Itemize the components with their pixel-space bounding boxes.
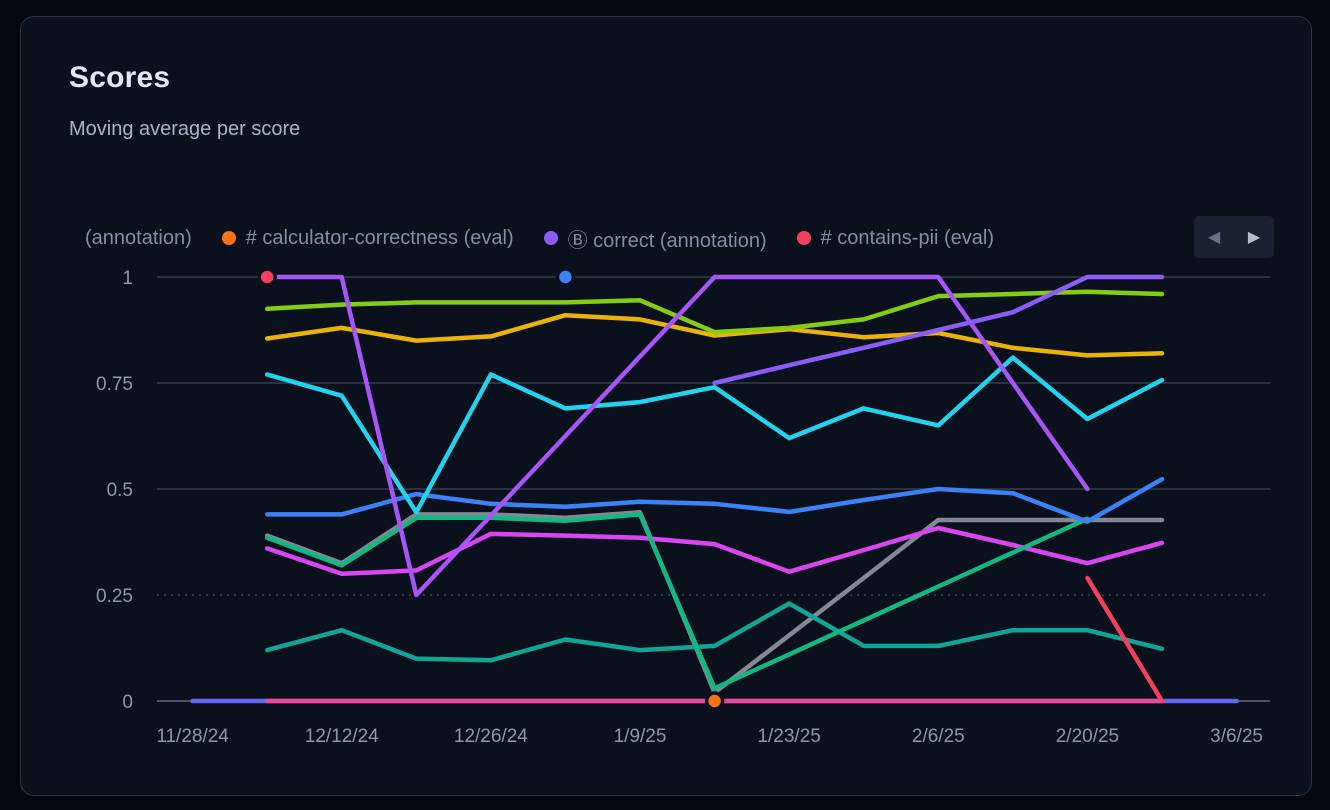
series-line-blue: [264, 476, 1165, 524]
x-axis-tick-label: 2/6/25: [912, 726, 965, 747]
legend-item-label: # calculator-correctness (eval): [245, 226, 514, 249]
series-line-amber: [264, 312, 1165, 358]
x-axis-tick-label: 1/9/25: [614, 726, 667, 747]
legend-item[interactable]: # contains-pii (eval): [796, 226, 995, 250]
x-axis-tick-label: 11/28/24: [156, 726, 229, 747]
marker-dot: [257, 267, 277, 287]
legend-item[interactable]: # calculator-correctness (eval): [221, 226, 514, 250]
series-line-teal: [264, 601, 1165, 663]
y-axis-tick-label: 0: [122, 692, 133, 713]
series-line-emerald: [264, 512, 1090, 691]
series-line-violet-a: [264, 274, 1090, 598]
page-title: Scores: [69, 61, 171, 94]
page-subtitle: Moving average per score: [69, 118, 301, 140]
legend-item-label: (annotation): [85, 226, 192, 249]
y-axis-tick-label: 0.5: [107, 480, 133, 501]
x-axis-tick-label: 12/26/24: [454, 726, 528, 747]
legend-items: (annotation) # calculator-correctness (ev…: [85, 216, 1161, 260]
chevron-right-icon: ▶: [1247, 229, 1261, 246]
y-axis-tick-label: 0.25: [96, 586, 133, 607]
legend-next-button[interactable]: ▶: [1234, 216, 1274, 258]
series-line-violet-b: [712, 274, 1165, 386]
legend-item-label: # contains-pii (eval): [820, 226, 995, 249]
chevron-left-icon: ◀: [1207, 229, 1221, 246]
legend-swatch-icon: [543, 231, 558, 245]
legend-nav: ◀ ▶: [1194, 216, 1274, 258]
legend-item[interactable]: (annotation): [85, 227, 192, 250]
series-line-cyan: [264, 355, 1165, 515]
y-axis-tick-label: 1: [122, 268, 133, 289]
series-line-lime: [264, 289, 1165, 335]
legend-swatch-icon: [221, 231, 236, 245]
marker-dot: [704, 691, 725, 711]
marker-dot: [555, 267, 576, 287]
x-axis-tick-label: 1/23/25: [757, 726, 820, 747]
scores-card: Scores Moving average per score (annotat…: [20, 16, 1312, 796]
x-axis-tick-label: 3/6/25: [1210, 726, 1263, 747]
legend-swatch-icon: [796, 231, 811, 245]
x-axis-tick-label: 2/20/25: [1056, 726, 1119, 747]
legend-item[interactable]: Ⓑ correct (annotation): [543, 224, 767, 253]
y-axis-tick-label: 0.75: [96, 374, 133, 395]
series-line-magenta: [264, 525, 1165, 577]
x-axis-tick-label: 12/12/24: [305, 726, 379, 747]
series-line-red: [1085, 575, 1165, 704]
legend-prev-button[interactable]: ◀: [1194, 216, 1234, 258]
legend-item-label: Ⓑ correct (annotation): [567, 229, 767, 252]
